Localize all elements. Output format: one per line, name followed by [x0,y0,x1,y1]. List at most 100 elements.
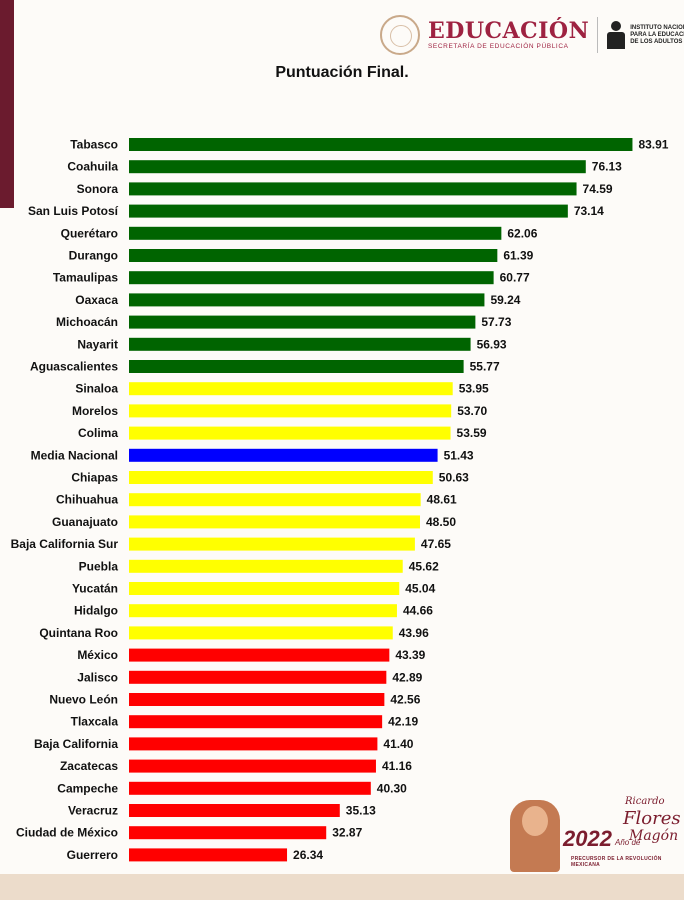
category-label: Chiapas [71,471,118,485]
value-label: 59.24 [490,293,520,307]
bar-colima [129,426,451,440]
bar-oaxaca [129,293,485,307]
bar-morelos [129,404,452,418]
logo-last-name-2: Magón [629,828,679,844]
bar-michoacan [129,315,476,329]
national-seal-icon [380,15,420,55]
logo-divider [597,17,599,53]
category-label: San Luis Potosí [28,204,119,218]
category-label: Nuevo León [49,693,118,707]
category-label: Tlaxcala [71,715,119,729]
bar-ciudad-de-mexico [129,826,327,840]
value-label: 74.59 [583,182,613,196]
category-label: Baja California [34,737,118,751]
value-label: 60.77 [500,271,530,285]
bar-yucatan [129,582,400,595]
bar-aguascalientes [129,360,464,373]
category-label: Yucatán [72,582,118,596]
value-label: 57.73 [481,315,511,329]
value-label: 56.93 [477,337,507,351]
value-label: 76.13 [592,160,622,174]
bar-baja-california [129,737,378,751]
category-label: Hidalgo [74,604,118,618]
sep-subtitle: SECRETARÍA DE EDUCACIÓN PÚBLICA [428,43,569,50]
bar-nuevo-leon [129,693,385,706]
value-label: 73.14 [574,204,604,218]
value-label: 41.40 [383,737,413,751]
sep-title: EDUCACIÓN [428,18,590,44]
sep-logo: EDUCACIÓN SECRETARÍA DE EDUCACIÓN PÚBLIC… [428,19,589,51]
value-label: 35.13 [346,804,376,818]
category-label: Baja California Sur [11,537,119,551]
bar-chiapas [129,471,433,484]
bar-veracruz [129,804,340,817]
bar-nayarit [129,337,471,351]
bar-zacatecas [129,759,376,773]
bar-hidalgo [129,604,397,618]
category-label: Jalisco [77,670,118,684]
bar-sonora [129,182,577,196]
bar-tamaulipas [129,271,494,285]
value-label: 55.77 [470,360,500,374]
value-label: 45.62 [409,559,439,573]
bar-chihuahua [129,493,421,507]
bar-tlaxcala [129,715,383,729]
value-label: 43.96 [399,626,429,640]
category-label: Guerrero [67,848,118,862]
value-label: 53.95 [459,382,489,396]
value-label: 42.19 [388,715,418,729]
category-label: México [77,648,118,662]
value-label: 48.50 [426,515,456,529]
reader-icon [606,21,626,49]
category-label: Ciudad de México [16,826,118,840]
bar-guanajuato [129,515,420,529]
value-label: 40.30 [377,781,407,795]
bar-sinaloa [129,382,453,396]
category-label: Puebla [79,559,119,573]
value-label: 47.65 [421,537,451,551]
logo-year: 2022 [563,826,612,851]
bar-jalisco [129,670,387,684]
inea-text: INSTITUTO NACIONAL PARA LA EDUCACIÓN DE … [630,24,684,45]
category-label: Campeche [57,781,118,795]
bar-media-nacional [129,448,438,462]
value-label: 53.59 [457,426,487,440]
category-label: Zacatecas [60,759,118,773]
value-label: 43.39 [395,648,425,662]
category-label: Tamaulipas [53,271,118,285]
flores-magon-logo: 2022 Año de Ricardo Flores Magón PRECURS… [505,796,681,876]
bar-queretaro [129,226,502,240]
bar-puebla [129,559,403,573]
category-label: Querétaro [61,226,118,240]
category-label: Durango [69,249,118,263]
category-label: Nayarit [77,337,118,351]
portrait-icon [510,800,560,872]
bar-tabasco [129,138,633,151]
category-label: Colima [78,426,118,440]
value-label: 32.87 [332,826,362,840]
value-label: 48.61 [427,493,457,507]
bar-mexico [129,648,390,662]
chart-title: Puntuación Final. [275,64,409,81]
header-logos: EDUCACIÓN SECRETARÍA DE EDUCACIÓN PÚBLIC… [380,14,684,56]
logo-tagline: PRECURSOR DE LA REVOLUCIÓN MEXICANA [571,856,662,868]
category-label: Tabasco [70,138,118,152]
value-label: 45.04 [405,582,435,596]
value-label: 50.63 [439,471,469,485]
value-label: 62.06 [507,226,537,240]
value-label: 41.16 [382,759,412,773]
decorative-strip [0,0,14,208]
bar-guerrero [129,848,288,862]
category-label: Guanajuato [52,515,118,529]
bottom-band [0,874,684,900]
category-label: Sonora [77,182,119,196]
category-label: Quintana Roo [39,626,118,640]
category-label: Aguascalientes [30,360,118,374]
category-label: Veracruz [68,804,118,818]
bar-coahuila [129,160,586,174]
value-label: 83.91 [638,138,668,152]
value-label: 61.39 [503,249,533,263]
value-label: 26.34 [293,848,323,862]
value-label: 42.56 [390,693,420,707]
